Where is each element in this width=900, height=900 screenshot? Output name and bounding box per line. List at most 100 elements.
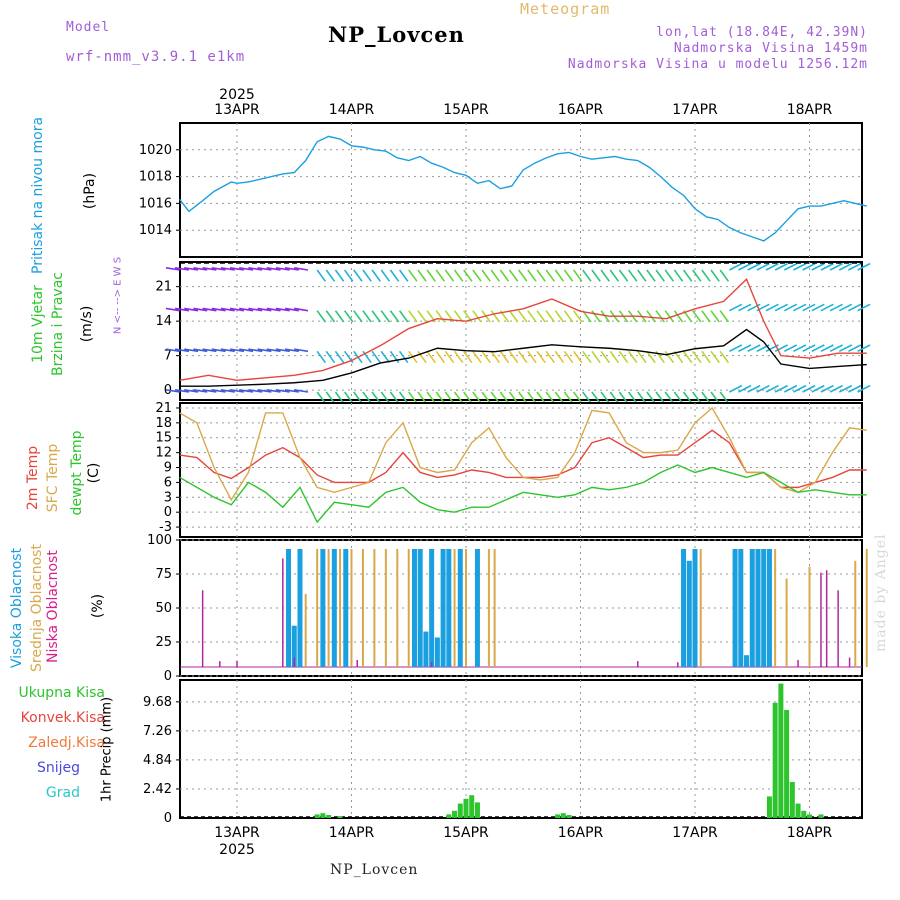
cloud-high-bar <box>474 549 480 667</box>
wind-arrow <box>453 391 464 404</box>
wind-arrow <box>334 391 345 404</box>
cloud-high-bar <box>331 549 337 667</box>
wind-arrow <box>184 267 199 271</box>
wind-arrow <box>747 303 761 312</box>
wind-arrow <box>481 350 491 364</box>
wind-arrow <box>536 350 546 364</box>
wind-arrow <box>518 350 528 364</box>
pressure-ytick-label: 1018 <box>139 170 172 185</box>
wind-arrow <box>838 262 853 271</box>
wind-arrow <box>444 350 455 364</box>
wind-arrow <box>408 310 418 323</box>
wind-arrow <box>545 391 556 404</box>
temp-ytick-label: 12 <box>155 446 172 461</box>
wind-arrow <box>710 391 720 404</box>
cloud-mid-bar <box>854 560 857 667</box>
wind-arrow <box>756 262 770 271</box>
wind-arrow <box>380 269 391 282</box>
wind-arrow <box>673 391 684 404</box>
wind-arrow <box>600 310 610 323</box>
wind-arrow <box>316 269 327 282</box>
wind-arrow <box>380 310 391 323</box>
cloud-mid-bar <box>493 549 496 667</box>
cloud-high-bar <box>423 631 429 667</box>
precip-bar <box>801 810 807 818</box>
wind-arrow <box>220 389 235 393</box>
precip-bar <box>320 813 326 818</box>
wind-arrow <box>710 269 720 282</box>
wind-arrow <box>811 344 825 353</box>
cloud-high-bar <box>297 549 303 667</box>
cloud-high-bar <box>291 625 297 667</box>
wind-arrow <box>325 391 336 404</box>
bottom-year-label: 2025 <box>219 842 255 858</box>
wind-arrow <box>829 303 843 312</box>
wind-arrow <box>417 350 427 364</box>
cloud-low-bar <box>677 662 679 667</box>
wind-arrow <box>811 303 825 312</box>
wind-arrow <box>719 350 730 364</box>
precip-ytick-label: 4.84 <box>143 753 172 768</box>
wind-arrow <box>426 269 436 282</box>
wind-arrow <box>472 391 482 404</box>
wind-arrow <box>527 391 537 404</box>
wind-arrow <box>229 389 244 393</box>
bottom-date-label: 13APR <box>214 825 260 841</box>
precip-snow-label: Snijeg <box>36 760 80 776</box>
cloud-high-bar <box>440 549 446 667</box>
cloud-high-bar <box>761 549 767 667</box>
wind-arrow <box>765 384 779 393</box>
precip-bar <box>326 815 332 818</box>
cloud-mid-bar <box>785 578 788 667</box>
wind-arrow <box>820 262 834 271</box>
wind-arrow <box>738 344 752 353</box>
wind-arrow <box>572 350 583 364</box>
wind-arrow <box>284 389 299 393</box>
wind-arrow <box>294 267 309 271</box>
cloud-high-bar <box>749 549 755 667</box>
wind-arrow <box>655 310 665 323</box>
wind-arrow <box>637 269 647 282</box>
wind-arrow <box>490 391 501 404</box>
wind-arrow <box>266 267 281 271</box>
wind-arrow <box>371 310 381 323</box>
wind-arrow <box>600 269 610 282</box>
precip-bar <box>807 814 812 818</box>
wind-arrow <box>239 389 254 393</box>
wind-arrow <box>554 350 565 364</box>
wind-arrow <box>472 350 482 364</box>
wind-arrow <box>220 348 235 353</box>
wind-arrow <box>820 303 834 312</box>
wind-arrow <box>719 391 730 404</box>
wind-arrow <box>609 350 620 364</box>
cloud-high-bar <box>755 549 761 667</box>
cloud-low-bar <box>820 572 822 667</box>
meteogram-label: Meteogram <box>520 0 611 18</box>
model-name: wrf-nmm_v3.9.1 e1km <box>66 49 246 65</box>
wind-arrow <box>618 391 629 404</box>
wind-arrow <box>398 310 409 323</box>
wind-arrow <box>463 269 473 282</box>
cloud-ytick-label: 50 <box>155 601 172 616</box>
pressure-panel-frame <box>179 122 863 258</box>
wind-arrow <box>802 344 816 353</box>
temp-ytick-label: -3 <box>159 520 172 535</box>
cloud-mid-bar <box>361 549 364 667</box>
wind-arrow <box>728 303 743 312</box>
wind-arrow <box>229 348 244 353</box>
wind-arrow <box>738 384 752 393</box>
wind-arrow <box>609 269 620 282</box>
wind-arrow <box>857 303 871 312</box>
wind-arrow <box>545 350 556 364</box>
cloud-high-bar <box>681 549 687 667</box>
coordinates: lon,lat (18.84E, 42.39N) <box>656 25 868 40</box>
dewpt-line <box>179 464 867 524</box>
t2m-line <box>179 429 867 489</box>
wind-arrow <box>481 269 491 282</box>
model-label: Model <box>66 20 111 35</box>
cloud-high-bar <box>686 560 692 667</box>
wind-panel-frame <box>179 261 863 401</box>
wind-arrow <box>453 350 464 364</box>
pressure-ytick-label: 1014 <box>139 223 172 238</box>
temp-ytick-label: 3 <box>164 490 172 505</box>
